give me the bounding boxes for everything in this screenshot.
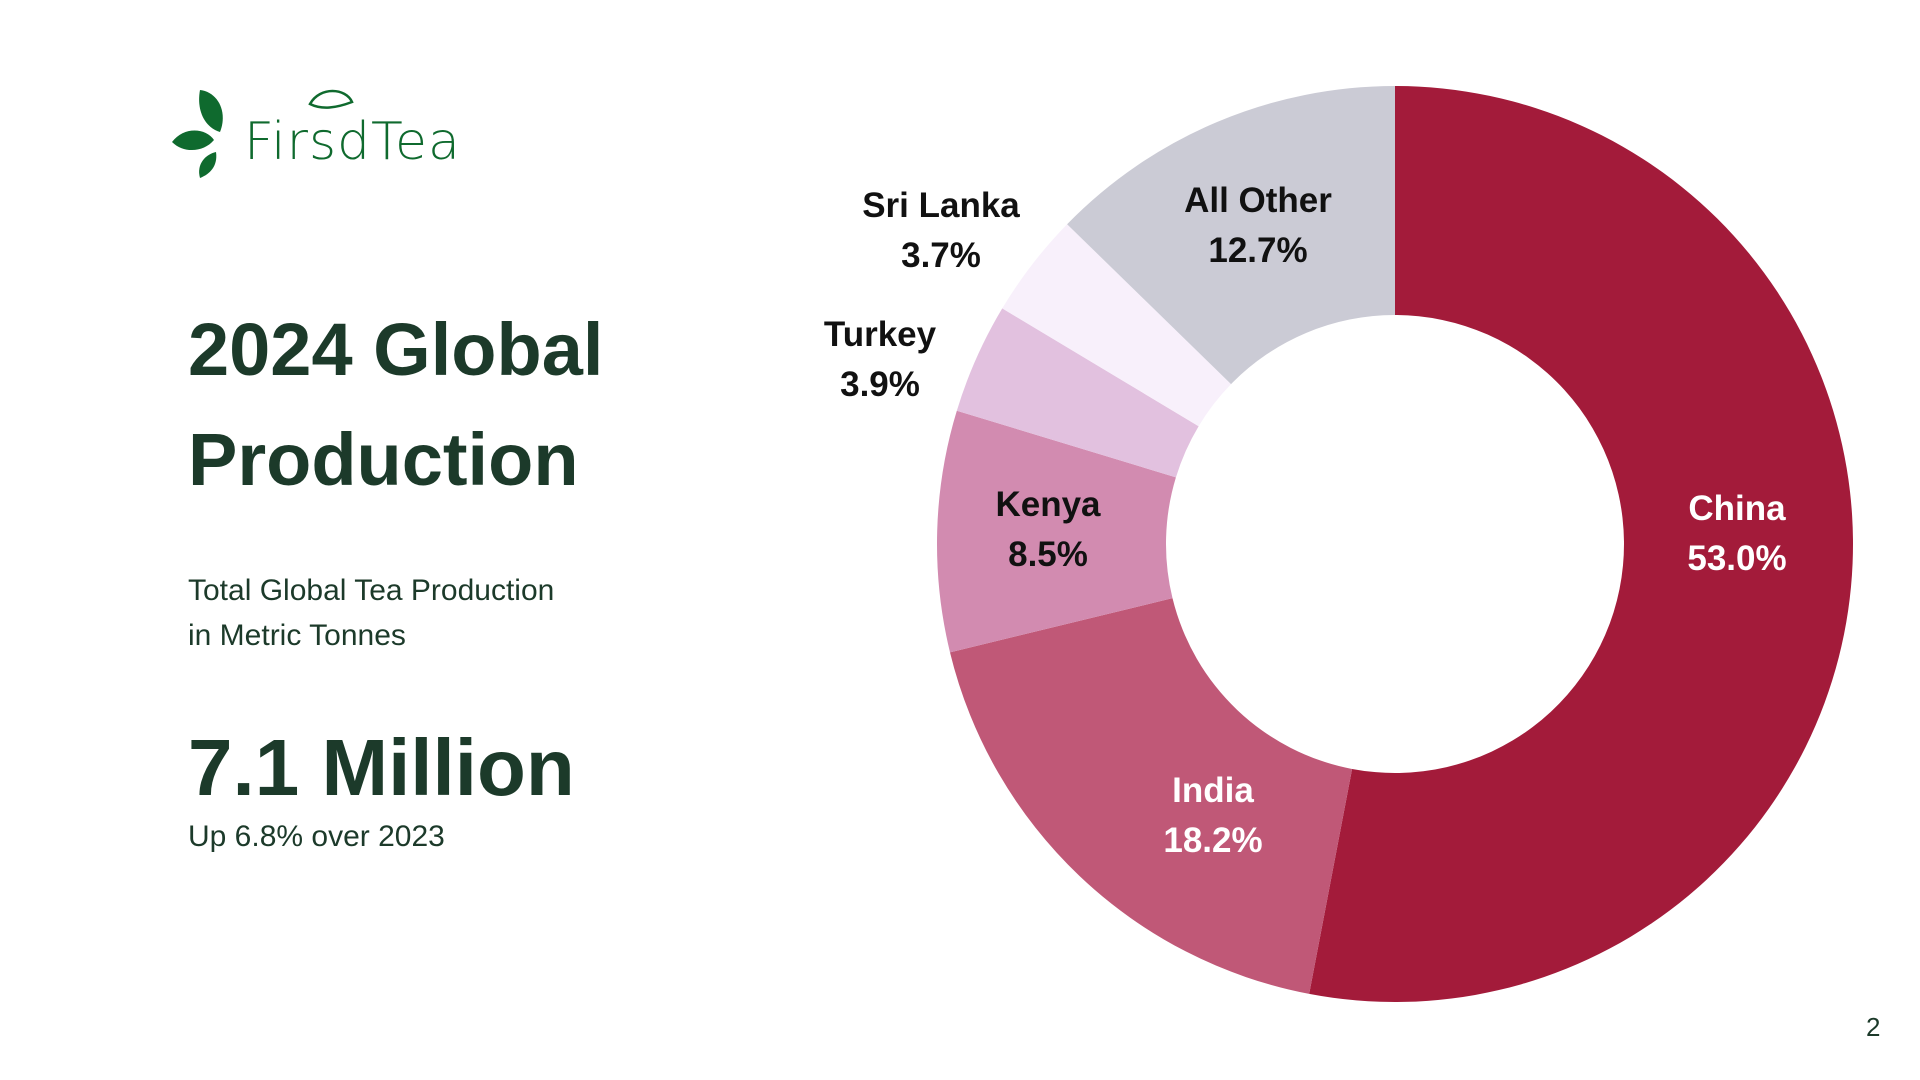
slice-all-other — [1067, 86, 1395, 385]
firsdtea-logo: FirsdTea — [170, 82, 460, 186]
slice-value-india: 18.2% — [1163, 821, 1262, 860]
slice-kenya — [937, 410, 1176, 653]
slice-value-china: 53.0% — [1687, 539, 1786, 578]
title-line-1: 2024 Global — [188, 308, 604, 391]
title-line-2: Production — [188, 418, 579, 501]
slice-label-turkey: Turkey — [824, 315, 937, 354]
slice-value-all-other: 12.7% — [1208, 231, 1307, 270]
slice-sri-lanka — [1002, 224, 1232, 427]
total-production: 7.1 Million — [188, 723, 575, 812]
slice-value-turkey: 3.9% — [840, 365, 920, 404]
change-text: Up 6.8% over 2023 — [188, 820, 445, 853]
logo-text: FirsdTea — [244, 112, 461, 172]
subtitle-line-2: in Metric Tonnes — [188, 619, 406, 652]
slice-turkey — [956, 308, 1199, 478]
slice-label-kenya: Kenya — [995, 485, 1101, 524]
page-title: 2024 Global Production — [188, 295, 603, 515]
slice-value-kenya: 8.5% — [1008, 535, 1088, 574]
tea-leaves-icon — [172, 90, 223, 178]
slice-label-all-other: All Other — [1184, 181, 1332, 220]
slice-label-sri-lanka: Sri Lanka — [862, 186, 1020, 225]
slice-value-sri-lanka: 3.7% — [901, 236, 981, 275]
page-number: 2 — [1866, 1012, 1881, 1042]
leaf-icon — [308, 89, 354, 109]
subtitle-line-1: Total Global Tea Production — [188, 574, 555, 607]
slice-india — [949, 598, 1353, 994]
slice-label-india: India — [1172, 771, 1254, 810]
slice-label-china: China — [1688, 489, 1786, 528]
subtitle: Total Global Tea Production in Metric To… — [188, 568, 554, 658]
slice-china — [1309, 86, 1854, 1002]
